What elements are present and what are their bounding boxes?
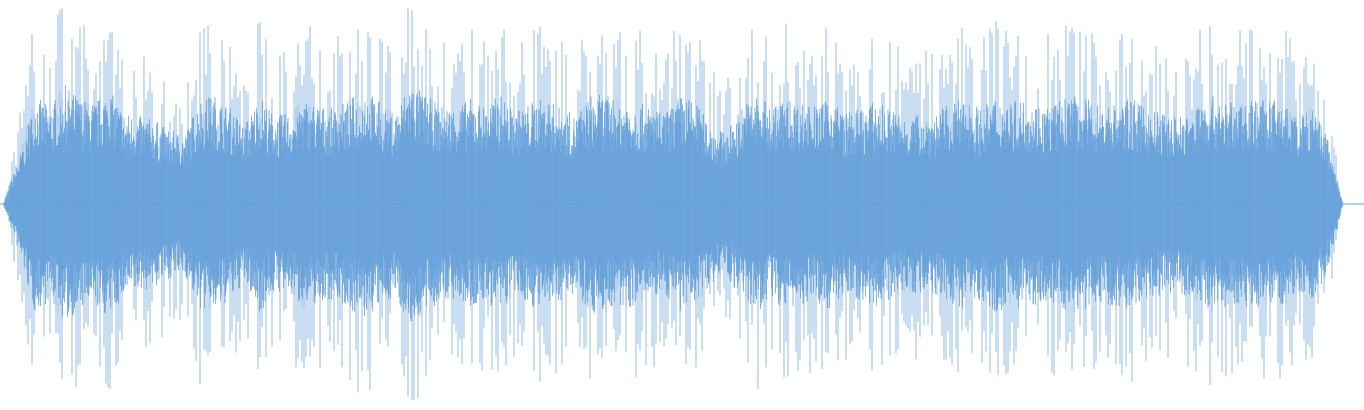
waveform-spikes bbox=[11, 8, 1337, 400]
